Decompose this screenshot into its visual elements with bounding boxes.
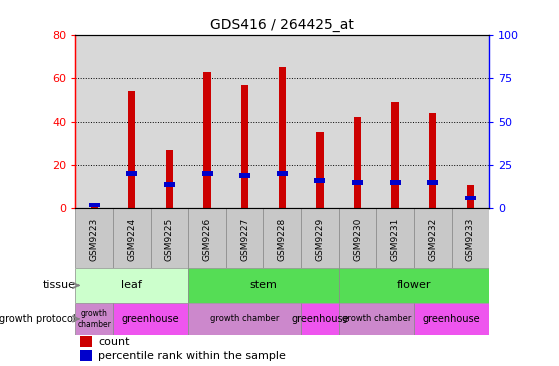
- Bar: [239, 173, 250, 178]
- Text: leaf: leaf: [121, 280, 143, 290]
- Text: GSM9224: GSM9224: [127, 217, 136, 261]
- Text: GSM9231: GSM9231: [391, 217, 400, 261]
- Bar: [75, 303, 113, 335]
- Bar: [467, 184, 474, 209]
- Bar: [164, 182, 175, 187]
- Text: greenhouse: greenhouse: [122, 314, 179, 324]
- Bar: [202, 171, 212, 176]
- Bar: [128, 91, 135, 209]
- Text: GSM9226: GSM9226: [202, 217, 212, 261]
- Bar: [279, 67, 286, 209]
- Bar: [188, 268, 339, 303]
- Text: GSM9227: GSM9227: [240, 217, 249, 261]
- Bar: [226, 209, 263, 268]
- Bar: [188, 303, 301, 335]
- Bar: [414, 209, 452, 268]
- Text: greenhouse: greenhouse: [423, 314, 480, 324]
- Bar: [414, 303, 489, 335]
- Text: GSM9230: GSM9230: [353, 217, 362, 261]
- Bar: [427, 180, 438, 185]
- Bar: [316, 132, 324, 209]
- Bar: [452, 209, 489, 268]
- Text: tissue: tissue: [42, 280, 75, 290]
- Text: flower: flower: [397, 280, 431, 290]
- Bar: [354, 117, 361, 209]
- Text: GSM9233: GSM9233: [466, 217, 475, 261]
- Bar: [151, 209, 188, 268]
- Text: stem: stem: [249, 280, 277, 290]
- Bar: [203, 72, 211, 209]
- Bar: [339, 303, 414, 335]
- Bar: [188, 209, 226, 268]
- Bar: [352, 180, 363, 185]
- Bar: [113, 209, 151, 268]
- Bar: [277, 171, 288, 176]
- Bar: [376, 209, 414, 268]
- Text: count: count: [98, 337, 130, 347]
- Bar: [75, 268, 188, 303]
- Text: greenhouse: greenhouse: [291, 314, 349, 324]
- Bar: [79, 336, 92, 347]
- Bar: [339, 209, 376, 268]
- Text: GSM9223: GSM9223: [90, 217, 99, 261]
- Bar: [79, 350, 92, 361]
- Text: GSM9228: GSM9228: [278, 217, 287, 261]
- Bar: [429, 113, 437, 209]
- Bar: [465, 196, 476, 201]
- Text: growth
chamber: growth chamber: [77, 309, 111, 329]
- Bar: [301, 209, 339, 268]
- Text: GSM9232: GSM9232: [428, 217, 437, 261]
- Bar: [315, 178, 325, 183]
- Text: GSM9229: GSM9229: [315, 217, 324, 261]
- Text: growth chamber: growth chamber: [210, 314, 280, 324]
- Bar: [89, 203, 100, 208]
- Bar: [263, 209, 301, 268]
- Text: percentile rank within the sample: percentile rank within the sample: [98, 351, 286, 361]
- Bar: [126, 171, 138, 176]
- Bar: [241, 85, 248, 209]
- Bar: [91, 204, 98, 209]
- Bar: [339, 268, 489, 303]
- Text: growth protocol: growth protocol: [0, 314, 75, 324]
- Bar: [391, 102, 399, 209]
- Bar: [301, 303, 339, 335]
- Bar: [166, 150, 173, 209]
- Title: GDS416 / 264425_at: GDS416 / 264425_at: [210, 18, 354, 32]
- Text: growth chamber: growth chamber: [342, 314, 411, 324]
- Text: GSM9225: GSM9225: [165, 217, 174, 261]
- Bar: [113, 303, 188, 335]
- Bar: [75, 209, 113, 268]
- Bar: [390, 180, 401, 185]
